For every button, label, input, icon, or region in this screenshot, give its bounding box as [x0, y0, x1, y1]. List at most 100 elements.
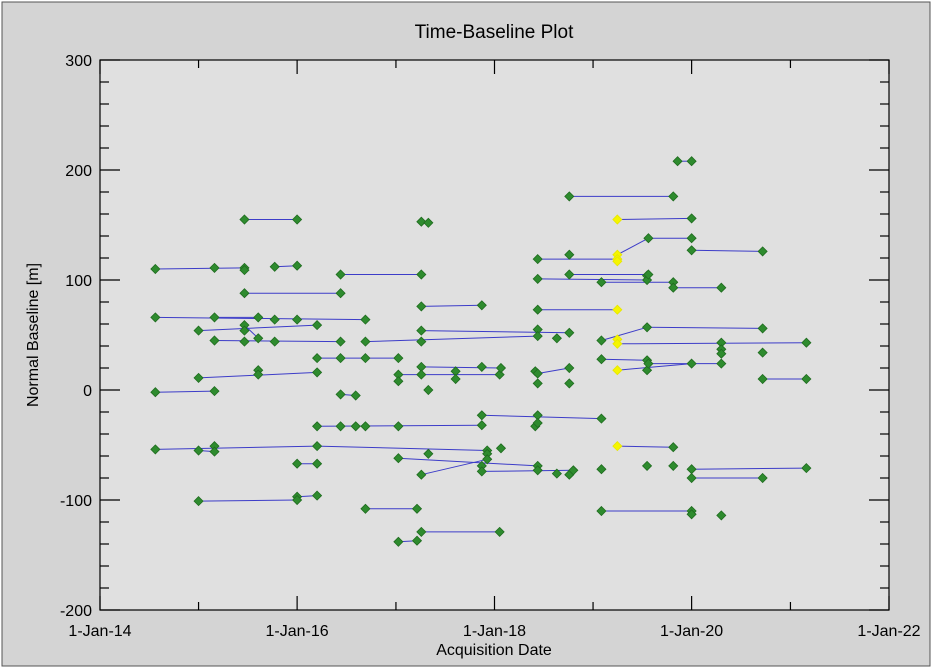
y-tick-label: -200 [60, 603, 92, 620]
acquisition-point [564, 362, 575, 374]
acquisition-point [564, 378, 575, 389]
acquisition-point [150, 444, 161, 455]
acquisition-point [668, 442, 679, 453]
acquisition-point [360, 353, 371, 364]
baseline-connection [617, 363, 692, 371]
x-tick-label: 1-Jan-18 [463, 623, 526, 640]
acquisition-point [209, 386, 220, 397]
baseline-connection [647, 326, 763, 329]
x-tick-label: 1-Jan-14 [68, 623, 131, 640]
baseline-connection [365, 335, 538, 343]
y-tick-label: -100 [60, 493, 92, 510]
baseline-connection [421, 304, 482, 307]
acquisition-point [596, 464, 607, 475]
acquisition-point [476, 300, 487, 311]
acquisition-point [335, 421, 346, 432]
acquisition-point [416, 269, 427, 280]
baseline-connection [317, 445, 488, 451]
acquisition-point [596, 413, 607, 424]
acquisition-point [482, 454, 493, 465]
acquisition-point [209, 446, 220, 457]
acquisition-point [757, 246, 768, 257]
acquisition-point [312, 367, 323, 378]
acquisition-point [757, 472, 768, 484]
acquisition-point [423, 217, 434, 228]
reference-acquisition-point [612, 256, 623, 267]
baseline-connection [537, 278, 648, 281]
acquisition-point [253, 333, 264, 344]
acquisition-point [494, 526, 505, 537]
acquisition-point [239, 214, 250, 225]
acquisition-point [393, 453, 404, 464]
acquisition-point [292, 458, 303, 469]
acquisition-point [532, 368, 543, 379]
baseline-connection [481, 414, 602, 420]
baseline-connections [155, 160, 807, 543]
acquisition-point [494, 369, 505, 380]
acquisition-point [360, 336, 371, 347]
y-tick-label: 200 [65, 163, 92, 180]
acquisition-point [532, 254, 543, 265]
acquisition-point [532, 304, 543, 315]
acquisition-point [564, 327, 575, 338]
acquisition-point [312, 441, 323, 452]
acquisition-point [393, 353, 404, 364]
acquisition-point [716, 282, 727, 293]
acquisition-point [411, 535, 423, 546]
acquisition-point [423, 448, 434, 459]
baseline-connection [421, 458, 488, 476]
acquisition-point [668, 460, 679, 471]
acquisition-point [643, 233, 654, 244]
baseline-connection [601, 358, 648, 361]
acquisition-point [292, 314, 303, 325]
y-axis-label: Normal Baseline [m] [25, 263, 42, 407]
baseline-connection [617, 342, 807, 345]
acquisition-point [532, 417, 543, 429]
acquisition-point [209, 312, 220, 323]
baseline-connection [617, 445, 674, 448]
acquisition-point [335, 336, 346, 347]
tick-labels: 1-Jan-14 1-Jan-16 1-Jan-18 1-Jan-20 1-Jan-22… [60, 53, 921, 640]
acquisition-point [416, 301, 427, 312]
reference-acquisition-point [612, 338, 623, 349]
acquisition-point [495, 443, 507, 454]
baseline-connection [198, 324, 318, 332]
acquisition-point [641, 460, 653, 471]
acquisition-point [393, 421, 404, 432]
acquisition-point [411, 503, 423, 514]
y-tick-label: 300 [65, 53, 92, 70]
acquisition-point [801, 463, 812, 474]
acquisition-point [416, 369, 427, 380]
x-tick-label: 1-Jan-20 [660, 623, 723, 640]
acquisition-point [532, 378, 543, 389]
acquisition-point [716, 348, 727, 359]
x-tick-label: 1-Jan-16 [266, 623, 329, 640]
acquisition-point [716, 358, 727, 369]
acquisition-point [393, 376, 404, 387]
acquisition-point [253, 312, 264, 323]
acquisition-point [150, 263, 161, 275]
acquisition-point [551, 333, 562, 344]
acquisition-point [596, 335, 607, 346]
x-tick-label: 1-Jan-22 [857, 623, 920, 640]
acquisition-point [193, 445, 204, 456]
baseline-connection [155, 445, 318, 450]
acquisition-point [312, 490, 323, 501]
baseline-connection [691, 249, 763, 252]
baseline-connection [691, 467, 807, 470]
x-axis-label: Acquisition Date [436, 642, 552, 659]
acquisition-point [801, 373, 812, 385]
acquisition-point [568, 465, 579, 476]
acquisition-point [335, 389, 346, 400]
acquisition-point [672, 156, 683, 167]
acquisition-point [757, 323, 768, 334]
acquisition-point [476, 420, 487, 431]
reference-acquisition-point [612, 304, 623, 315]
acquisition-point [335, 269, 346, 280]
acquisition-point [596, 505, 607, 517]
acquisition-point [668, 191, 679, 202]
baseline-connection [601, 326, 648, 341]
baseline-connection [155, 390, 215, 393]
acquisition-point [292, 494, 303, 506]
baseline-connection [421, 366, 501, 369]
